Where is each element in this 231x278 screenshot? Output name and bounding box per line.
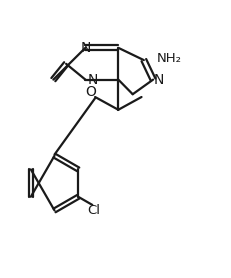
Text: NH₂: NH₂ xyxy=(156,53,181,65)
Text: N: N xyxy=(80,41,90,55)
Text: O: O xyxy=(85,85,95,99)
Text: N: N xyxy=(153,73,163,87)
Text: N: N xyxy=(87,73,97,87)
Text: Cl: Cl xyxy=(87,204,100,217)
